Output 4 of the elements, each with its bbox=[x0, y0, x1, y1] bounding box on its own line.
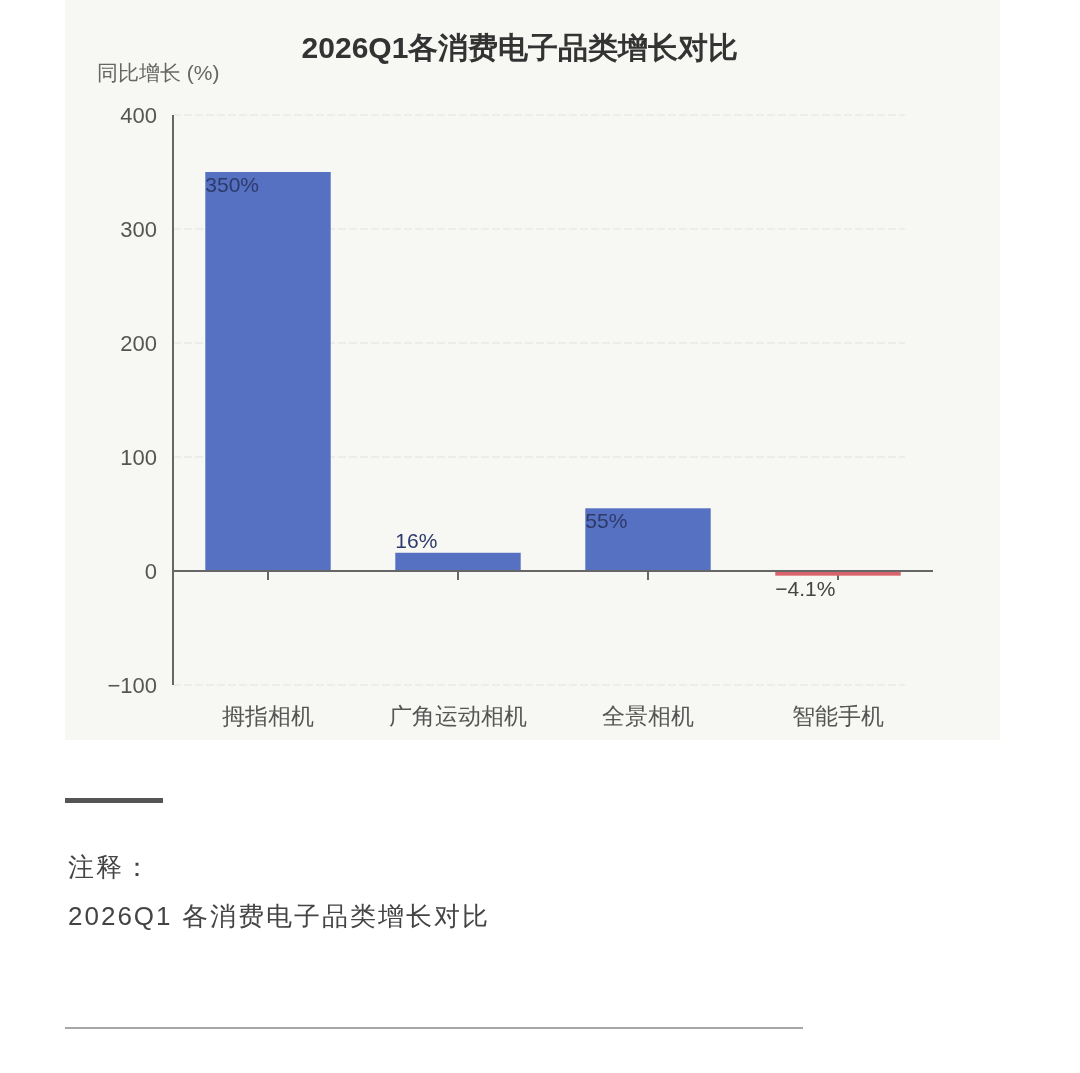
annotation: 2026Q1 各消费电子品类增长对比 bbox=[68, 901, 490, 931]
annotation: 注释： bbox=[68, 852, 152, 882]
ylabel: 同比增长 (%) bbox=[97, 61, 220, 84]
title: 2026Q1各消费电子品类增长对比 bbox=[301, 31, 739, 64]
